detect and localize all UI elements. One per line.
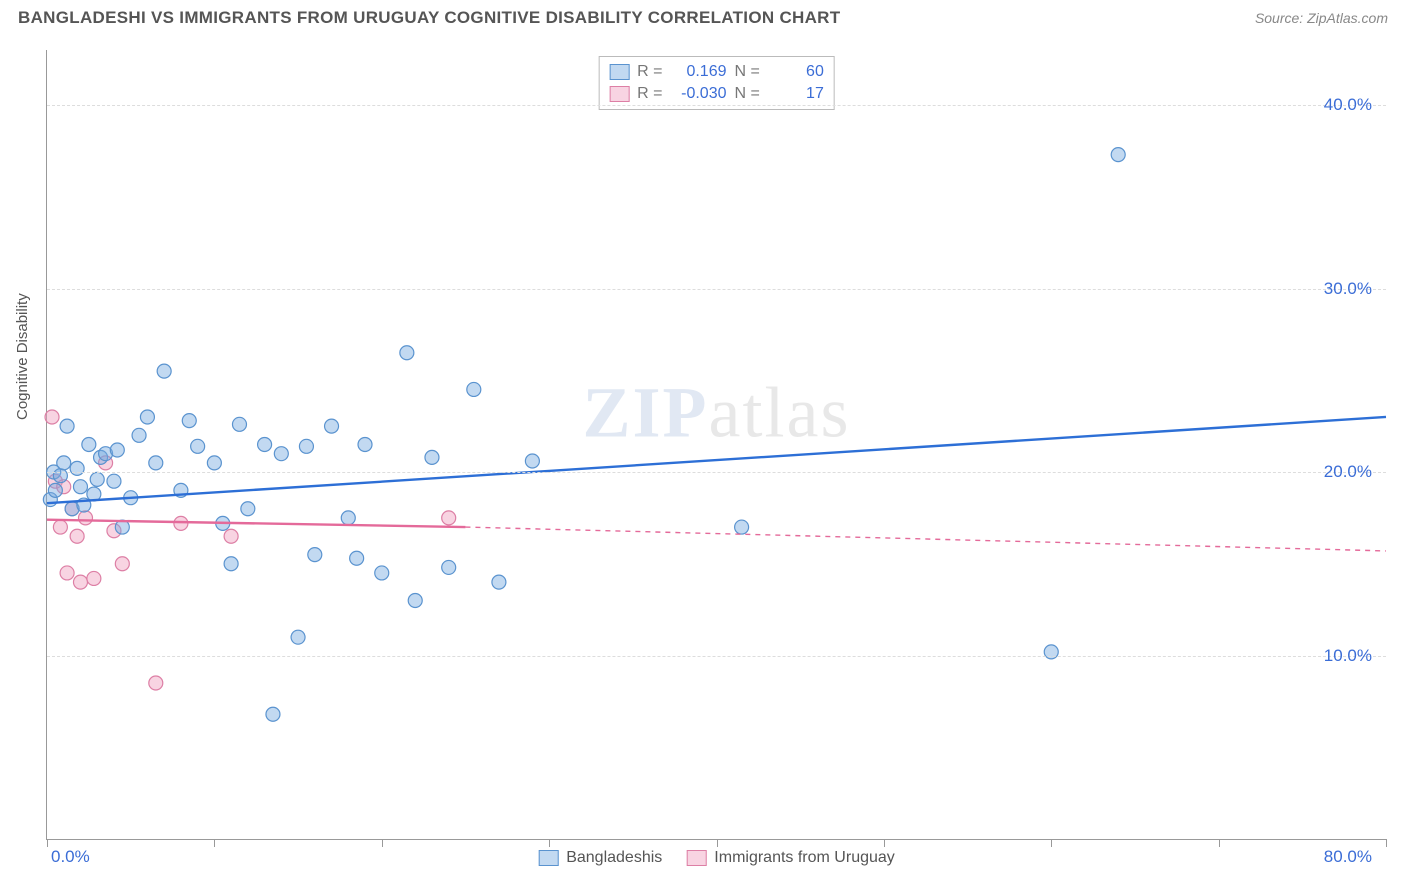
gridline-h	[47, 472, 1386, 473]
data-point	[274, 447, 288, 461]
gridline-h	[47, 289, 1386, 290]
data-point	[442, 560, 456, 574]
xtick	[549, 839, 550, 847]
data-point	[115, 557, 129, 571]
xtick	[884, 839, 885, 847]
data-point	[291, 630, 305, 644]
data-point	[258, 438, 272, 452]
ytick-label: 20.0%	[1324, 462, 1372, 482]
data-point	[207, 456, 221, 470]
xtick	[214, 839, 215, 847]
ytick-label: 40.0%	[1324, 95, 1372, 115]
data-point	[266, 707, 280, 721]
xtick	[1386, 839, 1387, 847]
data-point	[408, 593, 422, 607]
legend-item-pink: Immigrants from Uruguay	[686, 849, 895, 867]
xtick	[1051, 839, 1052, 847]
source-prefix: Source:	[1255, 10, 1307, 26]
data-point	[341, 511, 355, 525]
data-point	[73, 480, 87, 494]
xtick	[47, 839, 48, 847]
data-point	[308, 548, 322, 562]
chart-title: BANGLADESHI VS IMMIGRANTS FROM URUGUAY C…	[18, 8, 840, 28]
xtick	[717, 839, 718, 847]
xtick	[1219, 839, 1220, 847]
legend-item-blue: Bangladeshis	[538, 849, 662, 867]
data-point	[442, 511, 456, 525]
plot-svg	[47, 50, 1386, 839]
data-point	[425, 450, 439, 464]
gridline-h	[47, 656, 1386, 657]
data-point	[224, 529, 238, 543]
plot-area: ZIPatlas R = 0.169 N = 60 R = -0.030 N =…	[46, 50, 1386, 840]
legend-label-pink: Immigrants from Uruguay	[714, 849, 895, 867]
data-point	[90, 472, 104, 486]
data-point	[400, 346, 414, 360]
data-point	[78, 511, 92, 525]
data-point	[1044, 645, 1058, 659]
data-point	[174, 516, 188, 530]
data-point	[232, 417, 246, 431]
data-point	[735, 520, 749, 534]
data-point	[73, 575, 87, 589]
data-point	[48, 483, 62, 497]
data-point	[45, 410, 59, 424]
data-point	[350, 551, 364, 565]
xtick	[382, 839, 383, 847]
data-point	[107, 474, 121, 488]
data-point	[299, 439, 313, 453]
data-point	[1111, 148, 1125, 162]
data-point	[224, 557, 238, 571]
data-point	[492, 575, 506, 589]
data-point	[149, 676, 163, 690]
legend-label-blue: Bangladeshis	[566, 849, 662, 867]
series-legend: Bangladeshis Immigrants from Uruguay	[538, 849, 895, 867]
trend-line	[47, 417, 1386, 503]
data-point	[60, 566, 74, 580]
data-point	[149, 456, 163, 470]
data-point	[60, 419, 74, 433]
chart-source: Source: ZipAtlas.com	[1255, 10, 1388, 26]
data-point	[325, 419, 339, 433]
trend-line	[465, 527, 1386, 551]
x-min-label: 0.0%	[51, 847, 90, 867]
data-point	[140, 410, 154, 424]
data-point	[525, 454, 539, 468]
data-point	[358, 438, 372, 452]
data-point	[53, 469, 67, 483]
chart-header: BANGLADESHI VS IMMIGRANTS FROM URUGUAY C…	[0, 0, 1406, 32]
data-point	[132, 428, 146, 442]
data-point	[70, 529, 84, 543]
gridline-h	[47, 105, 1386, 106]
data-point	[70, 461, 84, 475]
data-point	[241, 502, 255, 516]
data-point	[191, 439, 205, 453]
data-point	[110, 443, 124, 457]
data-point	[182, 414, 196, 428]
data-point	[467, 382, 481, 396]
data-point	[157, 364, 171, 378]
data-point	[53, 520, 67, 534]
source-value: ZipAtlas.com	[1307, 10, 1388, 26]
data-point	[87, 571, 101, 585]
ytick-label: 10.0%	[1324, 646, 1372, 666]
ytick-label: 30.0%	[1324, 279, 1372, 299]
data-point	[82, 438, 96, 452]
data-point	[57, 456, 71, 470]
data-point	[375, 566, 389, 580]
x-max-label: 80.0%	[1324, 847, 1372, 867]
legend-swatch-pink	[686, 850, 706, 866]
y-axis-label: Cognitive Disability	[14, 293, 31, 420]
legend-swatch-blue	[538, 850, 558, 866]
